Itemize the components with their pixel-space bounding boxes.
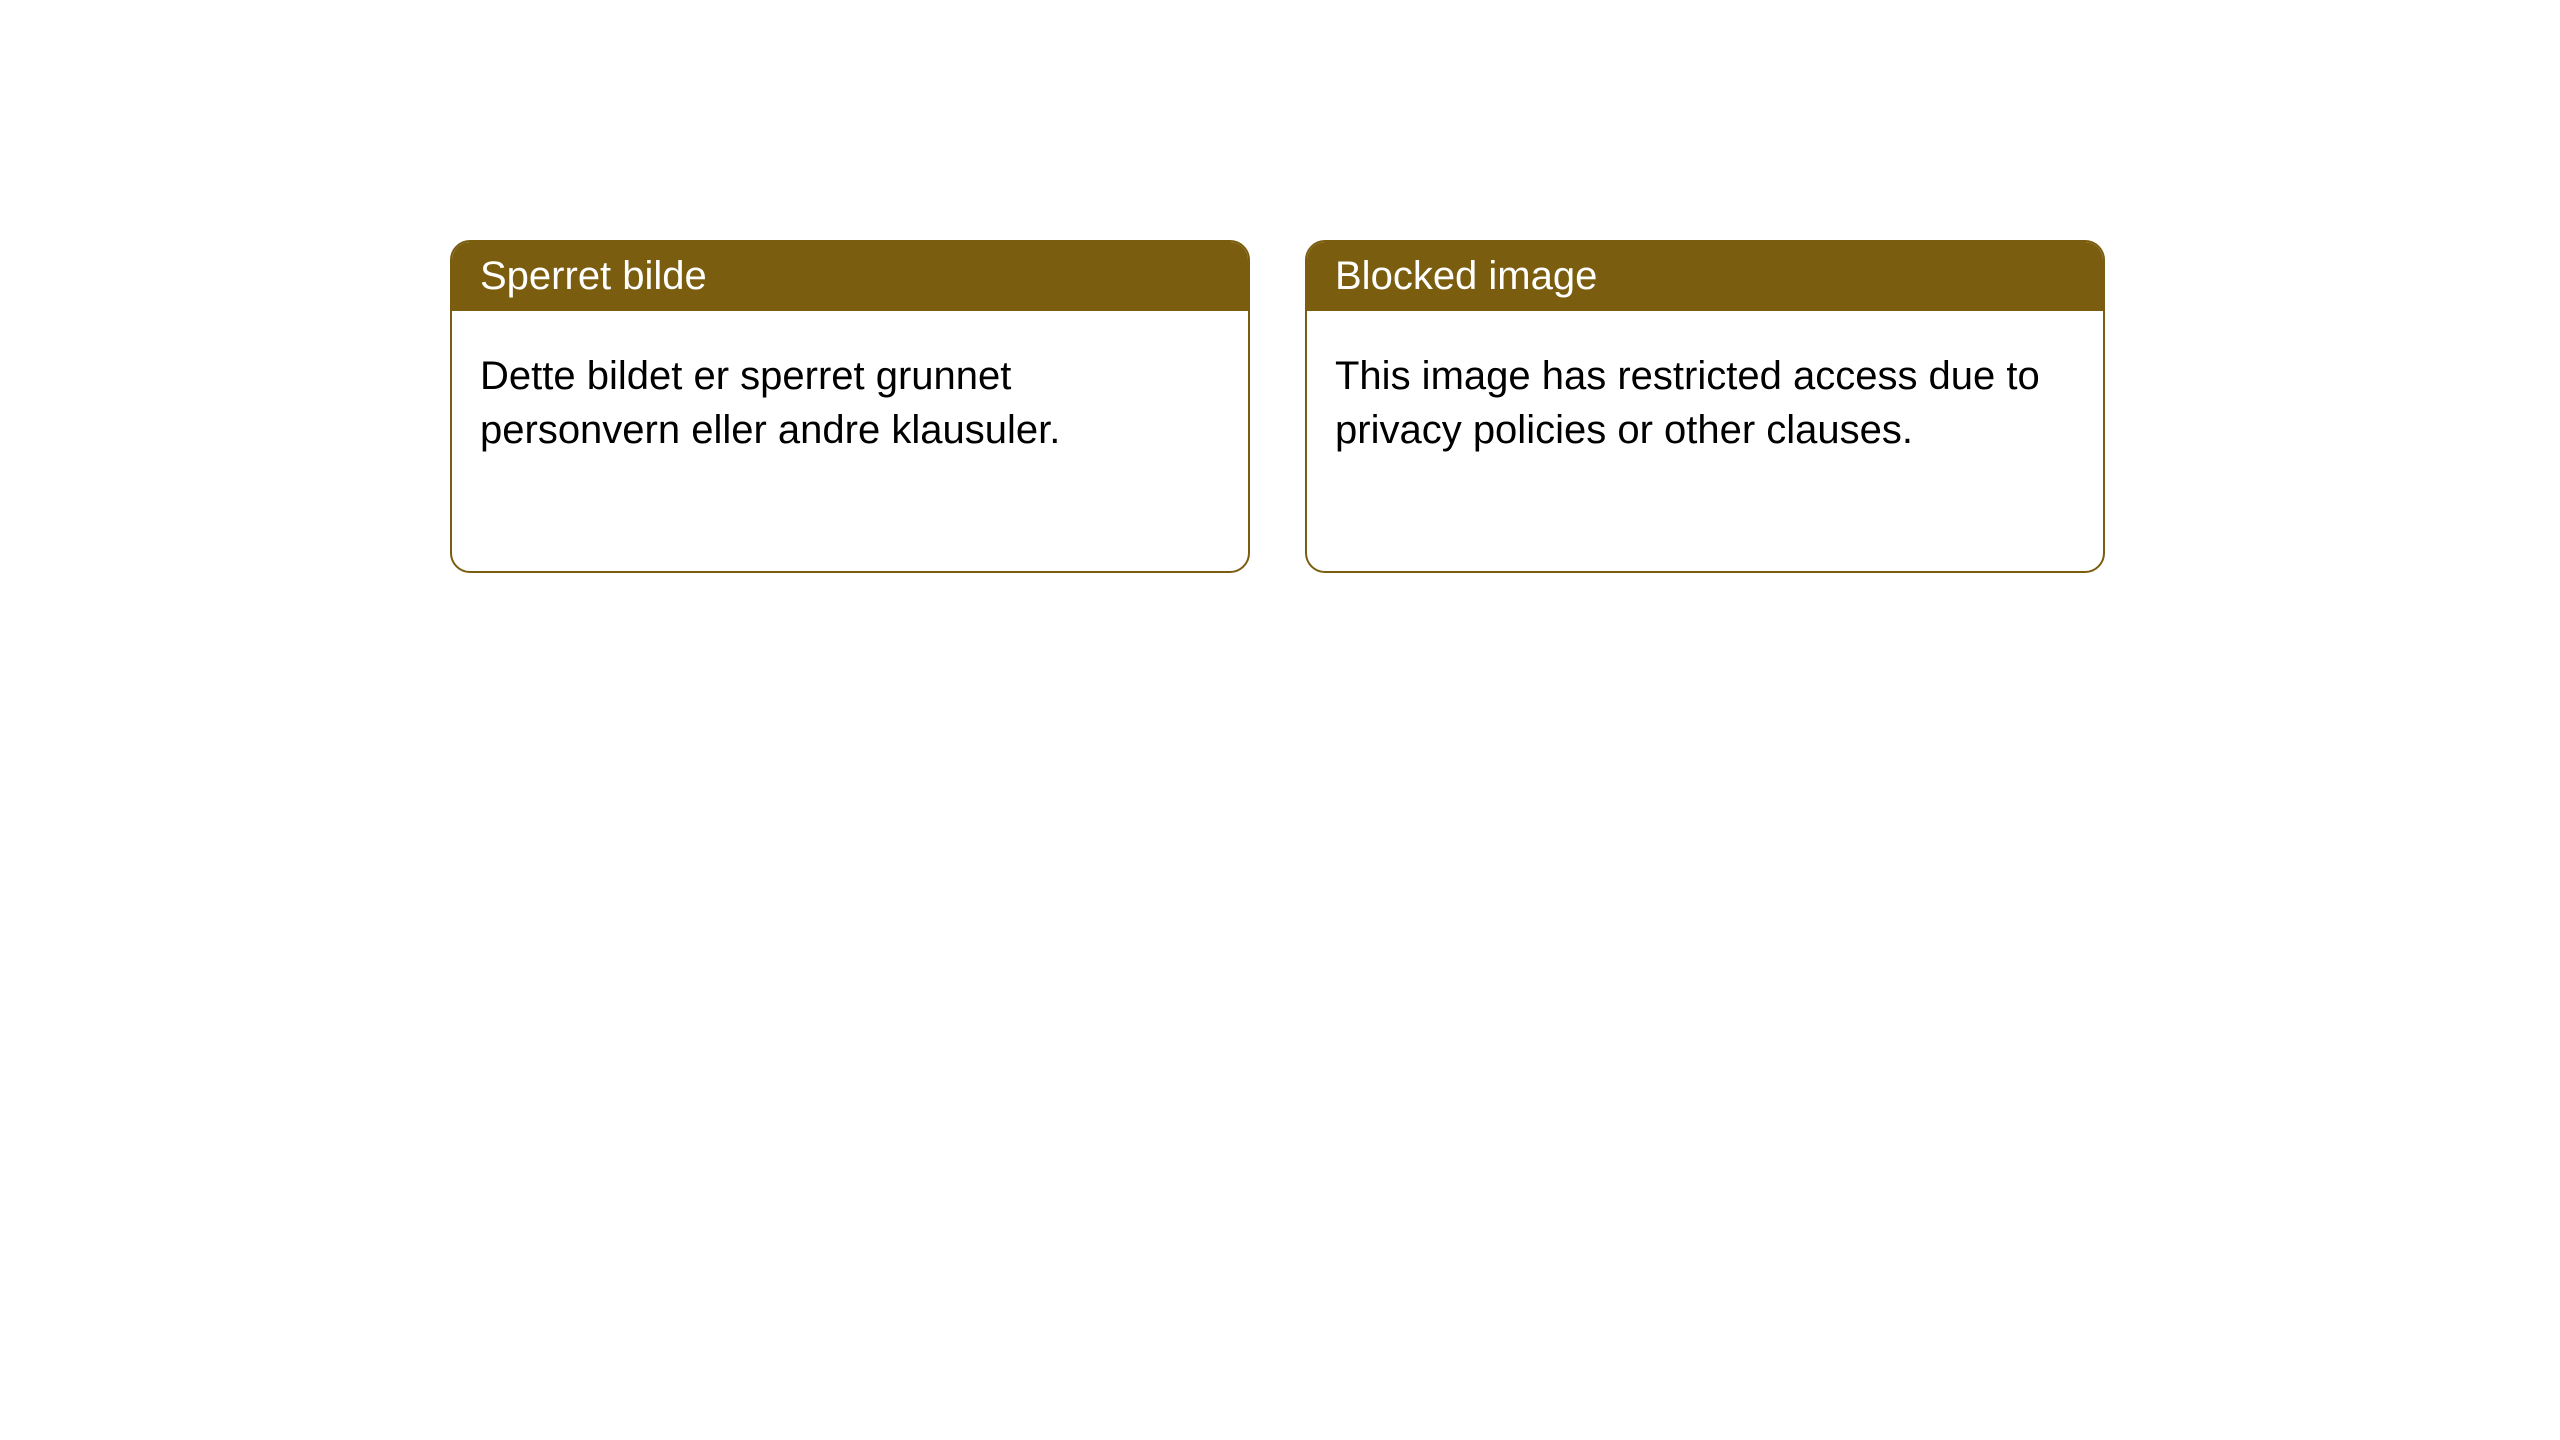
card-body-text-en: This image has restricted access due to … <box>1335 354 2040 452</box>
card-header-no: Sperret bilde <box>452 242 1248 311</box>
card-title-en: Blocked image <box>1335 254 1597 298</box>
blocked-image-card-en: Blocked image This image has restricted … <box>1305 240 2105 573</box>
blocked-image-card-no: Sperret bilde Dette bildet er sperret gr… <box>450 240 1250 573</box>
card-body-no: Dette bildet er sperret grunnet personve… <box>452 311 1248 571</box>
card-title-no: Sperret bilde <box>480 254 707 298</box>
card-body-en: This image has restricted access due to … <box>1307 311 2103 571</box>
cards-container: Sperret bilde Dette bildet er sperret gr… <box>450 240 2105 573</box>
card-body-text-no: Dette bildet er sperret grunnet personve… <box>480 354 1060 452</box>
card-header-en: Blocked image <box>1307 242 2103 311</box>
